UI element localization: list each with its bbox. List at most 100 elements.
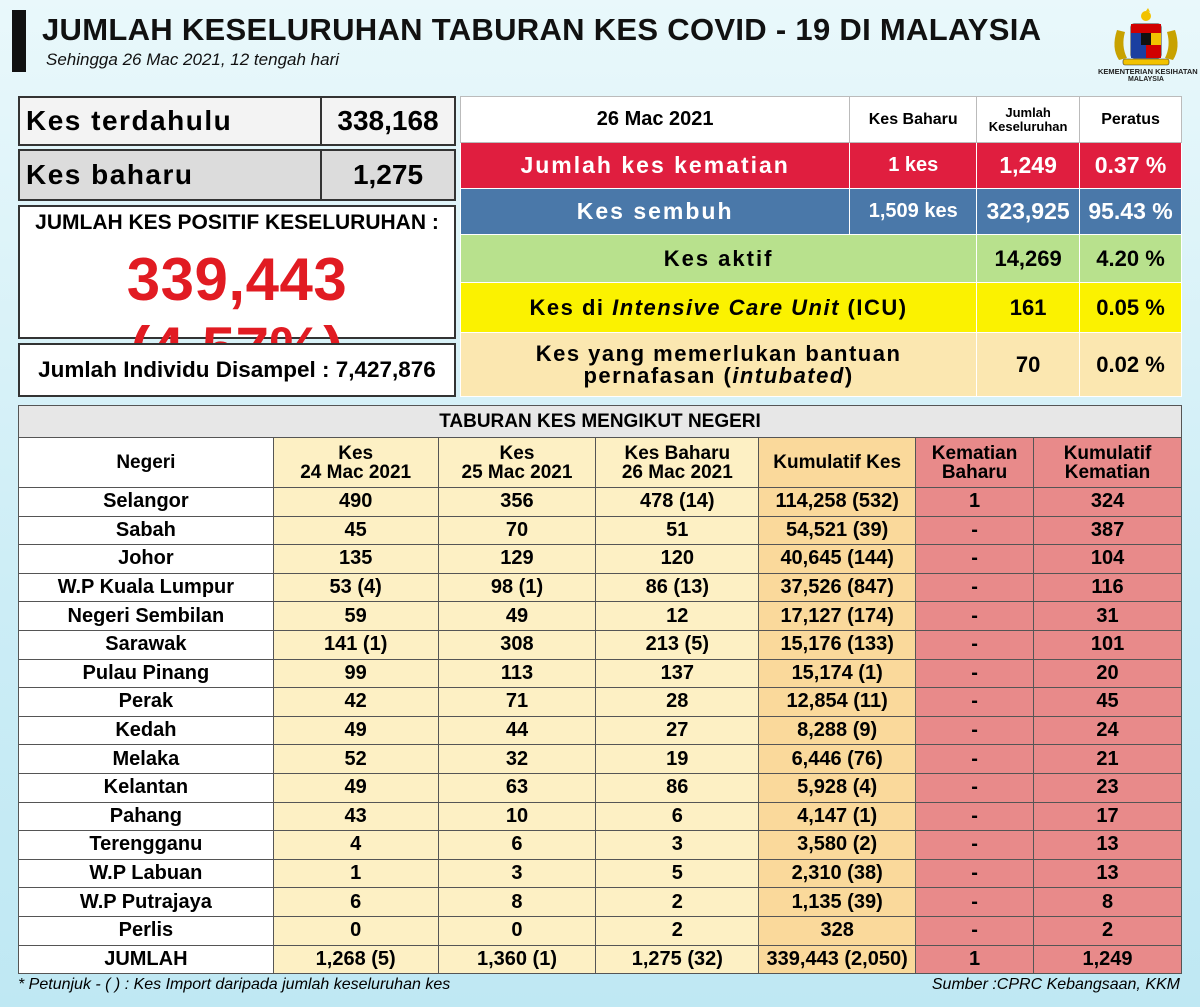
case-status-table: 26 Mac 2021 Kes Baharu Jumlah Keseluruhan…	[459, 96, 1182, 397]
table-cell: -	[915, 687, 1035, 717]
status-col-total-line2: Keseluruhan	[988, 118, 1068, 134]
table-cell: 27	[595, 715, 760, 746]
table-cell: 1	[915, 944, 1035, 975]
table-cell: -	[915, 544, 1035, 574]
table-row: W.P Labuan 1 3 5 2,310 (38) -13	[18, 858, 1182, 889]
previous-cases-row: Kes terdahulu 338,168	[18, 96, 456, 146]
recovered-label: Kes sembuh	[459, 188, 851, 235]
active-label: Kes aktif	[459, 234, 978, 283]
state-name-cell: W.P Putrajaya	[18, 887, 274, 917]
table-cell: 490	[272, 487, 439, 517]
table-row: W.P Kuala Lumpur 53 (4) 98 (1) 86 (13) 37,52…	[18, 572, 1182, 603]
table-cell: 478 (14)	[595, 487, 760, 517]
table-cell: 1,275 (32)	[595, 944, 760, 975]
table-cell: -	[915, 715, 1035, 746]
table-cell: -	[915, 772, 1035, 803]
state-table-header-row: Negeri Kes 24 Mac 2021 Kes 25 Mac 2021 Kes…	[18, 437, 1182, 488]
table-cell: 13	[1033, 830, 1182, 860]
table-row: Sarawak 141 (1) 308 213 (5) 15,176 (133) -101	[18, 629, 1182, 660]
table-cell: 120	[595, 544, 760, 574]
footnote-source: Sumber :CPRC Kebangsaan, KKM	[931, 976, 1180, 993]
deaths-label: Jumlah kes kematian	[459, 142, 851, 189]
table-cell: 1,360 (1)	[437, 944, 597, 975]
table-cell: 40,645 (144)	[758, 544, 917, 574]
state-name-cell: Terengganu	[18, 830, 274, 860]
table-row: Negeri Sembilan 59 49 12 17,127 (174) -31	[18, 601, 1182, 631]
table-cell: 24	[1033, 715, 1182, 746]
header-state: Negeri	[18, 437, 274, 488]
table-cell: 71	[437, 687, 597, 717]
table-cell: 8,288 (9)	[758, 715, 917, 746]
state-name-cell: Melaka	[18, 744, 274, 774]
table-cell: 21	[1033, 744, 1182, 774]
table-cell: 3,580 (2)	[758, 830, 917, 860]
status-header-row: 26 Mac 2021 Kes Baharu Jumlah Keseluruhan…	[459, 96, 1182, 143]
table-cell: -	[915, 915, 1035, 946]
table-row: Johor 135 129 120 40,645 (144) -104	[18, 544, 1182, 574]
header-new-deaths-l1: Kematian	[931, 442, 1018, 464]
state-name-cell: Selangor	[18, 487, 274, 517]
table-cell: 20	[1033, 658, 1182, 689]
table-cell: 0	[272, 915, 439, 946]
table-row: W.P Putrajaya 6 8 2 1,135 (39) -8	[18, 887, 1182, 917]
table-cell: 4,147 (1)	[758, 801, 917, 832]
table-cell: 32	[437, 744, 597, 774]
table-cell: 6	[437, 830, 597, 860]
state-table-caption-row: TABURAN KES MENGIKUT NEGERI	[18, 405, 1182, 438]
table-cell: 104	[1033, 544, 1182, 574]
table-cell: 6	[272, 887, 439, 917]
header-cases-25-l2: 25 Mac 2021	[461, 461, 573, 483]
table-cell: 13	[1033, 858, 1182, 889]
icu-percent: 0.05 %	[1079, 282, 1182, 333]
table-cell: 45	[1033, 687, 1182, 717]
recovered-row: Kes sembuh 1,509 kes 323,925 95.43 %	[459, 188, 1182, 235]
table-cell: 17	[1033, 801, 1182, 832]
icu-label-a: Kes di	[529, 294, 613, 320]
deaths-new: 1 kes	[849, 142, 978, 189]
table-cell: 54,521 (39)	[758, 515, 917, 546]
header-new-cases-26: Kes Baharu 26 Mac 2021	[595, 437, 760, 488]
table-row: Melaka 52 32 19 6,446 (76) -21	[18, 744, 1182, 774]
icu-total: 161	[976, 282, 1081, 333]
table-cell: 37,526 (847)	[758, 572, 917, 603]
state-name-cell: Pahang	[18, 801, 274, 832]
table-cell: 1,135 (39)	[758, 887, 917, 917]
table-cell: 339,443 (2,050)	[758, 944, 917, 975]
table-cell: 113	[437, 658, 597, 689]
logo-ministry-name: KEMENTERIAN KESIHATAN	[1098, 67, 1198, 76]
table-cell: 8	[437, 887, 597, 917]
table-cell: -	[915, 515, 1035, 546]
total-positive-box: JUMLAH KES POSITIF KESELURUHAN : 339,443…	[18, 205, 456, 382]
state-distribution-table: TABURAN KES MENGIKUT NEGERI Negeri Kes 24…	[18, 405, 1182, 975]
table-cell: -	[915, 830, 1035, 860]
active-total: 14,269	[976, 234, 1081, 283]
header-cases-24-l1: Kes	[338, 442, 374, 464]
deaths-row: Jumlah kes kematian 1 kes 1,249 0.37 %	[459, 142, 1182, 189]
previous-cases-label: Kes terdahulu	[20, 98, 322, 144]
table-cell: 52	[272, 744, 439, 774]
state-name-cell: Kedah	[18, 715, 274, 746]
recovered-new: 1,509 kes	[849, 188, 978, 235]
deaths-percent: 0.37 %	[1079, 142, 1182, 189]
header-state-l1: Negeri	[116, 452, 176, 473]
table-cell: 141 (1)	[272, 629, 439, 660]
status-col-percent: Peratus	[1079, 96, 1182, 143]
table-row: Perak 42 71 28 12,854 (11) -45	[18, 687, 1182, 717]
state-name-cell: Kelantan	[18, 772, 274, 803]
table-cell: -	[915, 572, 1035, 603]
state-name-cell: W.P Kuala Lumpur	[18, 572, 274, 603]
logo-country-name: MALAYSIA	[1128, 76, 1164, 83]
header-cases-24-l2: 24 Mac 2021	[300, 461, 412, 483]
intubated-label-a: Kes yang memerlukan bantuan	[535, 340, 902, 366]
sampled-individuals: Jumlah Individu Disampel : 7,427,876	[18, 343, 456, 397]
state-name-cell: JUMLAH	[18, 944, 274, 975]
state-name-cell: Perak	[18, 687, 274, 717]
table-cell: 1	[915, 487, 1035, 517]
table-cell: 8	[1033, 887, 1182, 917]
header-new-deaths-l2: Baharu	[941, 461, 1008, 483]
table-cell: 63	[437, 772, 597, 803]
table-cell: 45	[272, 515, 439, 546]
table-cell: -	[915, 629, 1035, 660]
header-cases-25: Kes 25 Mac 2021	[437, 437, 597, 488]
status-col-total: Jumlah Keseluruhan	[976, 96, 1081, 143]
